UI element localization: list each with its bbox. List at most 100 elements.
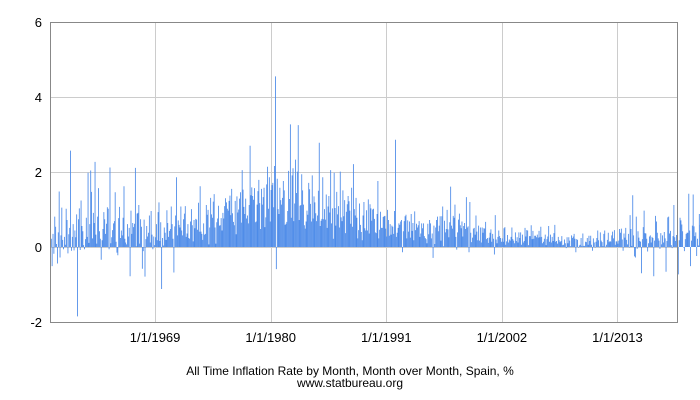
- bar: [665, 247, 667, 272]
- bar: [562, 245, 564, 248]
- y-tick-label: -2: [30, 315, 42, 330]
- bar: [476, 231, 478, 248]
- bar: [99, 231, 100, 247]
- bar: [542, 243, 543, 247]
- bar: [72, 224, 74, 248]
- bar: [197, 229, 198, 247]
- bar: [114, 192, 116, 247]
- bar: [491, 241, 493, 247]
- bar: [409, 237, 411, 248]
- bar: [636, 247, 638, 249]
- bar: [214, 227, 216, 247]
- bar: [445, 229, 447, 247]
- bar: [624, 237, 626, 248]
- bar: [584, 245, 586, 248]
- bar: [389, 224, 391, 248]
- bar: [194, 228, 196, 247]
- bar: [667, 217, 669, 248]
- bar: [222, 212, 224, 248]
- bar: [63, 247, 64, 250]
- bar: [416, 227, 418, 247]
- bar: [263, 187, 265, 247]
- bar: [229, 195, 231, 248]
- bar: [479, 240, 480, 248]
- bar: [230, 215, 232, 248]
- bar: [287, 211, 289, 247]
- bar: [233, 225, 235, 247]
- bar: [231, 188, 233, 248]
- bar: [678, 240, 680, 247]
- bar: [283, 190, 285, 248]
- bar: [545, 245, 547, 248]
- bar: [529, 236, 530, 248]
- bar: [80, 200, 82, 247]
- bar: [210, 197, 212, 248]
- bar: [51, 247, 53, 267]
- bar: [307, 214, 309, 247]
- bar: [677, 247, 679, 275]
- bar: [532, 230, 534, 248]
- bar: [218, 205, 219, 247]
- bar: [106, 223, 107, 247]
- bar: [311, 175, 313, 248]
- bar: [334, 208, 336, 247]
- bar: [302, 190, 304, 248]
- bar: [629, 215, 631, 248]
- bar: [527, 230, 529, 247]
- bar: [376, 214, 378, 247]
- bar: [115, 241, 117, 247]
- bar: [656, 232, 658, 247]
- bar: [69, 227, 71, 248]
- bar: [215, 243, 217, 248]
- bar: [655, 215, 656, 248]
- bar: [460, 228, 462, 247]
- bar: [223, 218, 225, 247]
- bar: [601, 242, 603, 248]
- bar: [540, 226, 542, 247]
- bar: [652, 238, 654, 247]
- bar: [578, 245, 580, 247]
- bar: [74, 230, 76, 247]
- bar: [281, 204, 283, 248]
- bar: [567, 243, 569, 247]
- bar: [627, 233, 629, 248]
- bar: [292, 168, 294, 247]
- bar: [261, 188, 262, 248]
- bar: [78, 219, 79, 247]
- bar: [301, 174, 303, 247]
- y-tick-label: 4: [35, 90, 42, 105]
- bar: [118, 218, 120, 248]
- bar: [484, 228, 486, 248]
- bar: [401, 220, 402, 247]
- bar: [642, 227, 644, 248]
- y-tick-label: 2: [35, 165, 42, 180]
- bar: [321, 218, 323, 248]
- bar: [199, 186, 201, 247]
- y-axis-ticks: 6 4 2 0 -2: [30, 15, 42, 330]
- bar: [121, 235, 123, 248]
- bar: [599, 232, 601, 248]
- bar: [90, 170, 92, 247]
- bar: [400, 221, 402, 247]
- bar: [129, 247, 131, 277]
- bar: [320, 220, 322, 247]
- bar: [468, 247, 470, 253]
- bar: [371, 220, 373, 247]
- bar: [412, 223, 414, 247]
- bar: [277, 209, 279, 248]
- bar: [239, 198, 241, 248]
- bar: [82, 231, 84, 247]
- bar: [341, 221, 343, 248]
- bar: [102, 229, 104, 247]
- bar: [280, 200, 282, 248]
- bar: [663, 232, 665, 247]
- bar: [125, 242, 127, 247]
- bar: [254, 188, 255, 248]
- bar: [582, 233, 584, 247]
- bar: [150, 211, 152, 247]
- bar: [606, 239, 608, 248]
- bar: [347, 196, 349, 247]
- bar: [581, 246, 583, 247]
- bar: [604, 230, 606, 247]
- bar: [522, 242, 524, 247]
